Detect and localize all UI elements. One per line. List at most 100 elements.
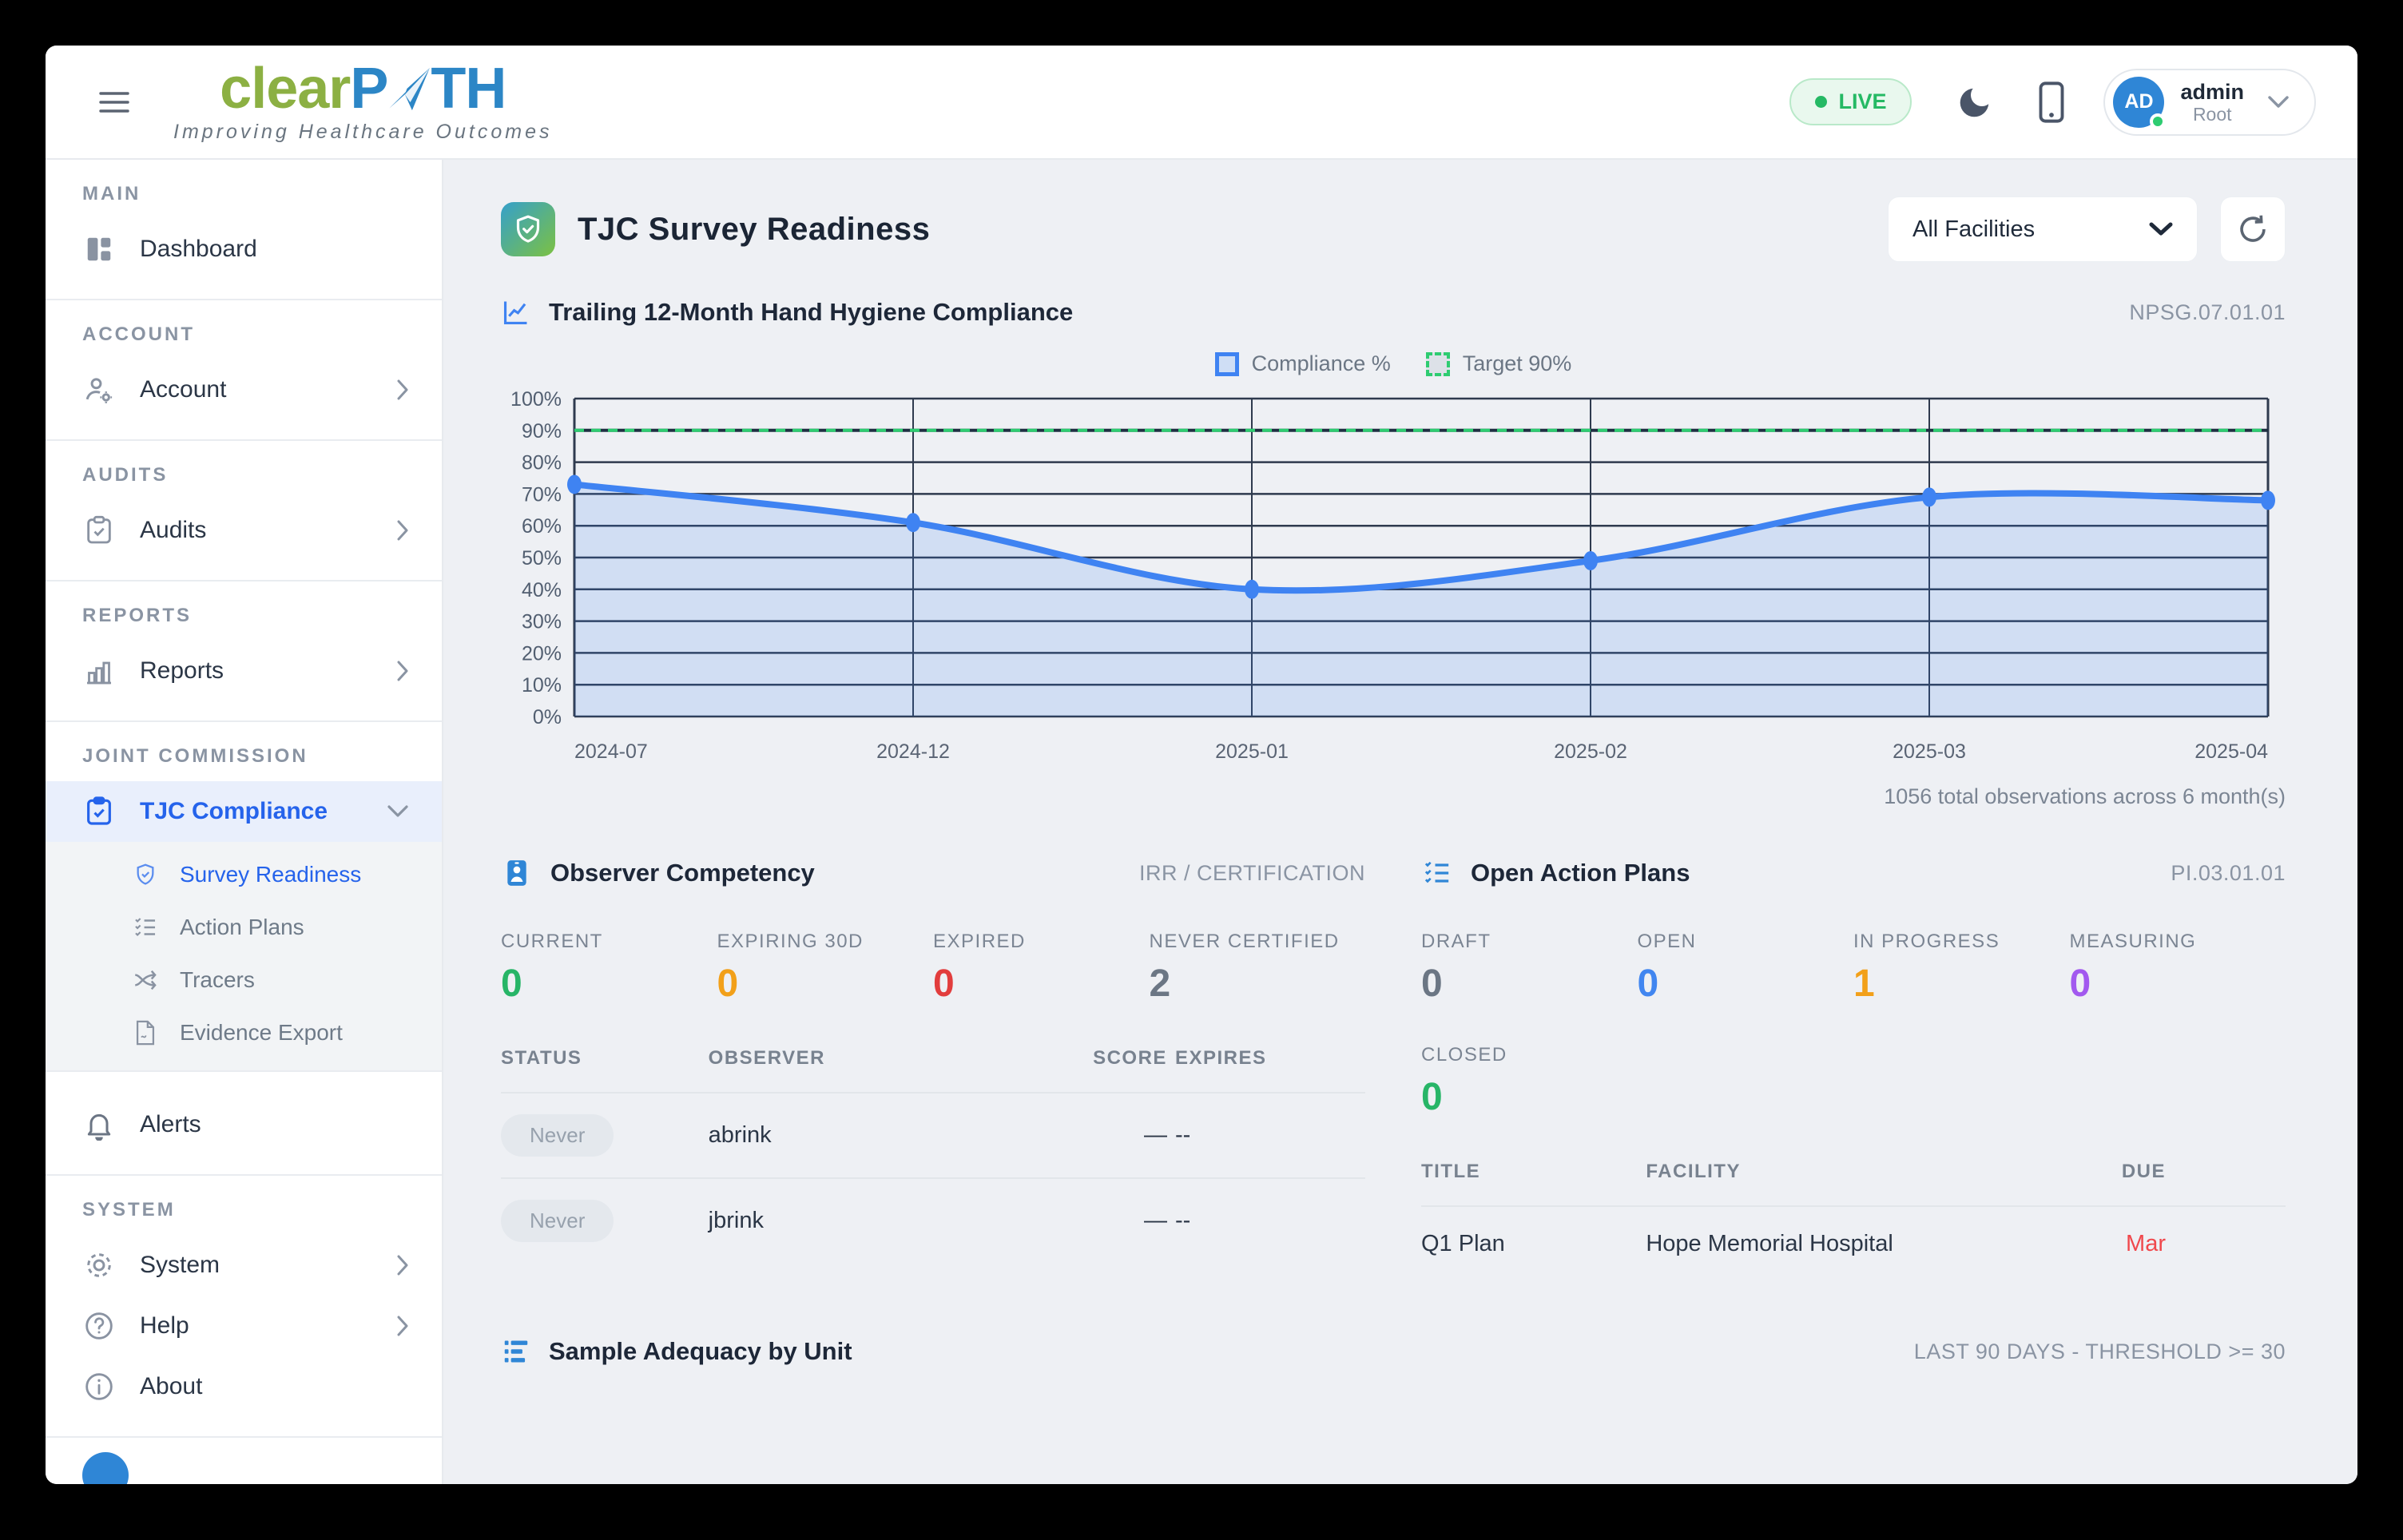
observer-score: —	[1143, 1208, 1167, 1233]
user-gear-icon	[82, 373, 116, 407]
observer-table-row[interactable]: Never abrink — --	[501, 1092, 1365, 1177]
sidebar-item-tjc-compliance[interactable]: TJC Compliance	[46, 781, 442, 842]
action-plan-row[interactable]: Q1 Plan Hope Memorial Hospital Mar	[1421, 1205, 2286, 1280]
refresh-icon	[2240, 215, 2266, 242]
svg-text:90%: 90%	[522, 420, 562, 443]
svg-text:2024-12: 2024-12	[876, 740, 950, 763]
chart-legend: Compliance % Target 90%	[501, 351, 2286, 376]
sidebar-item-label: Dashboard	[140, 236, 257, 262]
sidebar-section-main: MAIN Dashboard	[46, 160, 442, 300]
hamburger-menu-button[interactable]	[98, 89, 130, 116]
svg-text:50%: 50%	[522, 547, 562, 570]
svg-text:60%: 60%	[522, 515, 562, 538]
action-plan-facility: Hope Memorial Hospital	[1646, 1230, 1893, 1256]
page-title: TJC Survey Readiness	[578, 211, 931, 247]
live-dot-icon	[1815, 96, 1828, 108]
action-plans-table-header: TITLE FACILITY DUE	[1421, 1161, 2166, 1182]
hygiene-chart-section: Trailing 12-Month Hand Hygiene Complianc…	[501, 297, 2286, 809]
chevron-down-icon	[2268, 95, 2289, 108]
action-plans-table: TITLE FACILITY DUE Q1 Plan Hope Memorial…	[1421, 1161, 2286, 1280]
dashboard-icon	[82, 234, 116, 264]
sidebar-subitem-label: Survey Readiness	[180, 862, 362, 887]
sidebar-subitem-evidence-export[interactable]: Evidence Export	[46, 1006, 442, 1059]
sidebar-item-about[interactable]: About	[46, 1356, 442, 1417]
svg-text:70%: 70%	[522, 483, 562, 506]
chevron-right-icon	[395, 1253, 410, 1277]
status-badge: Never	[501, 1200, 614, 1242]
shuffle-icon	[132, 966, 159, 994]
legend-target[interactable]: Target 90%	[1425, 351, 1572, 376]
phone-icon	[2040, 81, 2064, 123]
sidebar: MAIN Dashboard ACCOUNT Account AUDITS	[46, 160, 443, 1484]
hygiene-chart-svg: 0% 10% 20% 30% 40% 50% 60% 70% 80% 90% 100% 2024-07…	[510, 388, 2275, 763]
sidebar-item-label: About	[140, 1373, 203, 1399]
clipboard-check-icon	[82, 796, 116, 828]
svg-text:30%: 30%	[522, 611, 562, 633]
sidebar-item-label: Reports	[140, 657, 224, 684]
sidebar-item-label: Audits	[140, 517, 207, 543]
sidebar-item-label: Account	[140, 376, 227, 403]
topbar: clear P TH Improving Healthcare Outcomes L…	[46, 46, 2357, 160]
sidebar-item-label: System	[140, 1252, 220, 1278]
action-plan-title: Q1 Plan	[1421, 1230, 1505, 1256]
facility-select[interactable]: All Facilities	[1888, 196, 2198, 262]
theme-toggle-button[interactable]	[1956, 84, 1993, 121]
section-label-reports: REPORTS	[82, 605, 193, 626]
sidebar-item-help[interactable]: Help	[46, 1296, 442, 1356]
mobile-view-button[interactable]	[2038, 81, 2065, 124]
observer-table-row[interactable]: Never jbrink — --	[501, 1177, 1365, 1263]
legend-target-label: Target 90%	[1462, 351, 1572, 375]
sidebar-user[interactable]	[46, 1438, 442, 1484]
horizontal-bars-icon	[501, 1336, 531, 1367]
sidebar-item-system[interactable]: System	[46, 1235, 442, 1296]
sidebar-section-alerts: Alerts	[46, 1072, 442, 1176]
svg-text:100%: 100%	[510, 388, 562, 411]
hygiene-section-header: Trailing 12-Month Hand Hygiene Complianc…	[501, 297, 2286, 327]
observer-table-header: STATUS OBSERVER SCORE EXPIRES	[501, 1047, 1267, 1069]
section-label-main: MAIN	[82, 183, 141, 204]
svg-text:2025-04: 2025-04	[2194, 740, 2268, 763]
user-menu[interactable]: AD admin Root	[2103, 68, 2316, 136]
panels-row: Observer Competency IRR / CERTIFICATION …	[501, 857, 2286, 1280]
chevron-right-icon	[395, 378, 410, 402]
svg-text:10%: 10%	[522, 674, 562, 697]
live-label: LIVE	[1838, 89, 1887, 113]
svg-text:80%: 80%	[522, 452, 562, 474]
user-meta: admin Root	[2180, 80, 2244, 125]
section-label-joint-commission: JOINT COMMISSION	[82, 745, 308, 767]
chevron-down-icon	[2149, 222, 2173, 236]
svg-text:2025-03: 2025-03	[1893, 740, 1966, 763]
action-plans-title: Open Action Plans	[1471, 859, 1690, 887]
observer-title: Observer Competency	[550, 859, 815, 887]
sidebar-item-account[interactable]: Account	[46, 359, 442, 420]
user-name: admin	[2180, 79, 2244, 104]
bar-chart-icon	[82, 655, 116, 687]
sidebar-item-audits[interactable]: Audits	[46, 500, 442, 561]
svg-text:20%: 20%	[522, 642, 562, 665]
gear-icon	[82, 1248, 116, 1282]
info-circle-icon	[82, 1371, 116, 1403]
section-label-system: SYSTEM	[82, 1199, 176, 1220]
sidebar-item-reports[interactable]: Reports	[46, 641, 442, 701]
sidebar-subitem-action-plans[interactable]: Action Plans	[46, 901, 442, 954]
sidebar-subitem-tracers[interactable]: Tracers	[46, 954, 442, 1006]
logo-wordmark: clear P TH	[220, 60, 506, 117]
line-chart-icon	[501, 297, 531, 327]
sidebar-subitem-label: Tracers	[180, 967, 255, 992]
hygiene-title: Trailing 12-Month Hand Hygiene Complianc…	[549, 298, 1074, 326]
logo-clear-text: clear	[220, 57, 351, 121]
refresh-button[interactable]	[2220, 196, 2286, 262]
sidebar-item-dashboard[interactable]: Dashboard	[46, 219, 442, 280]
legend-compliance[interactable]: Compliance %	[1214, 351, 1391, 376]
shield-gradient-icon	[501, 202, 555, 256]
stat-expiring-30d: EXPIRING 30D 0	[717, 931, 864, 1005]
sidebar-subitem-survey-readiness[interactable]: Survey Readiness	[46, 848, 442, 901]
sidebar-item-alerts[interactable]: Alerts	[46, 1094, 442, 1155]
checklist-icon	[1421, 857, 1453, 889]
hamburger-icon	[99, 91, 129, 113]
observer-stats: CURRENT 0 EXPIRING 30D 0 EXPIRED 0 NEV	[501, 931, 1365, 1004]
clipboard-check-icon	[82, 514, 116, 546]
observer-panel-header: Observer Competency IRR / CERTIFICATION	[501, 857, 1365, 889]
sidebar-item-label: Alerts	[140, 1111, 201, 1137]
stat-closed: CLOSED 0	[1421, 1044, 1507, 1118]
